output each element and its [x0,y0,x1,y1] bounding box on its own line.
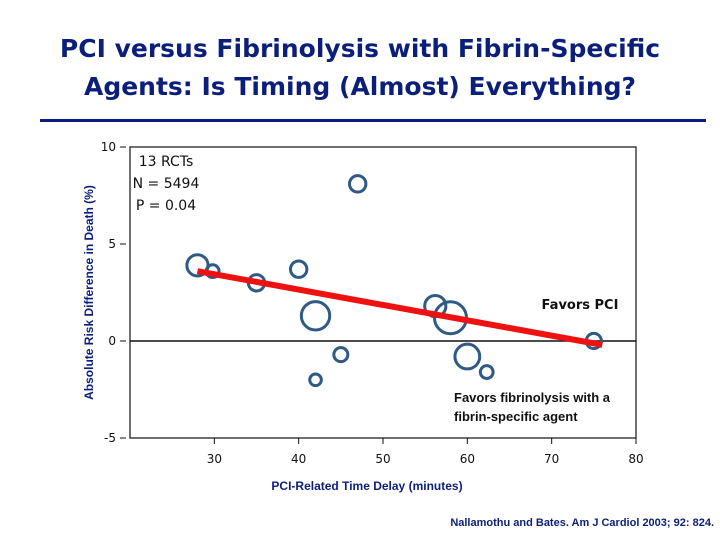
y-tick-label: 0 [108,334,116,348]
x-tick-label: 70 [544,452,559,466]
data-point [299,300,332,332]
favors-fibrinolysis-label: Favors fibrinolysis with a [454,390,611,405]
x-tick-label: 50 [375,452,390,466]
x-tick-label: 40 [291,452,306,466]
citation: Nallamothu and Bates. Am J Cardiol 2003;… [450,517,714,529]
favors-fibrinolysis-label: fibrin-specific agent [454,409,578,424]
stats-annotation: P = 0.04 [136,198,196,214]
title-divider [40,119,706,122]
data-point [332,346,350,364]
stats-annotation: 13 RCTs [139,154,194,170]
y-tick-label: 10 [101,140,116,154]
y-axis-label: Absolute Risk Difference in Death (%) [82,185,96,400]
data-point [288,259,309,279]
data-point [453,342,482,371]
x-axis-label: PCI-Related Time Delay (minutes) [271,479,462,493]
y-tick-label: 5 [108,237,116,251]
x-tick-label: 60 [460,452,475,466]
slide-title-line-1: PCI versus Fibrinolysis with Fibrin-Spec… [59,34,661,63]
x-tick-label: 30 [207,452,222,466]
stats-annotation: N = 5494 [133,176,200,192]
data-point [478,364,495,380]
y-tick-label: -5 [104,431,116,445]
x-tick-label: 80 [628,452,643,466]
favors-pci-label: Favors PCI [542,298,619,313]
slide-title-line-2: Agents: Is Timing (Almost) Everything? [83,72,637,101]
data-point [308,372,323,388]
trend-line [196,268,603,348]
slide-title: PCI versus Fibrinolysis with Fibrin-Spec… [0,30,720,106]
data-point [348,174,368,194]
